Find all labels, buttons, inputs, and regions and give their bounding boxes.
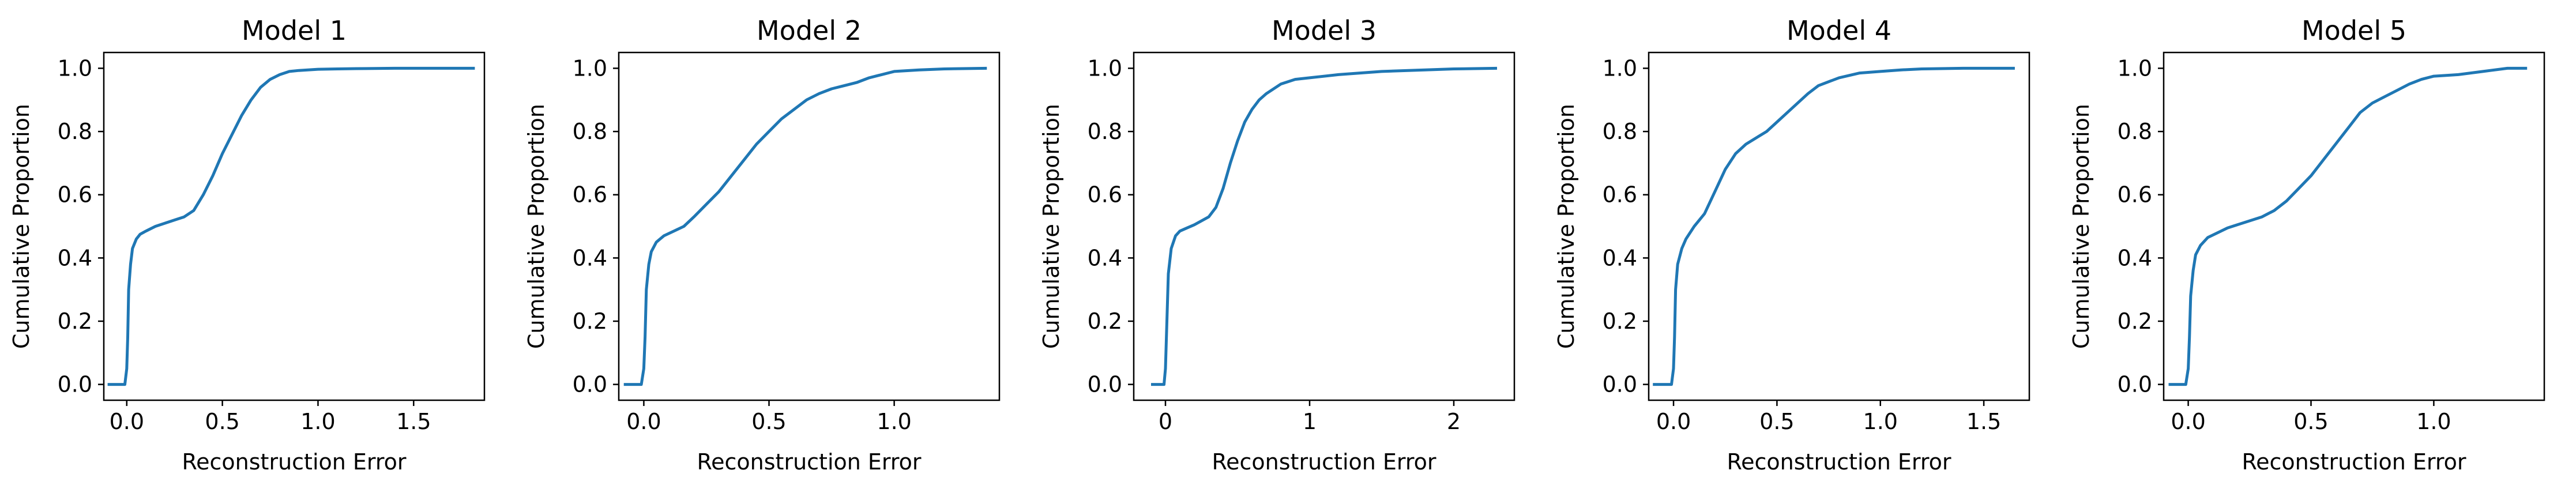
y-tick-label: 0.6 [1088,182,1122,208]
plot-frame [1648,51,2030,401]
y-tick-label: 1.0 [58,55,92,81]
subplot-title: Model 5 [2302,15,2406,46]
x-tick-label: 1.5 [396,409,431,434]
y-tick-label: 0.4 [58,245,92,270]
x-tick-label: 0.5 [205,409,239,434]
x-tick-label: 1 [1303,409,1317,434]
y-tick-label: 1.0 [2118,55,2152,81]
cdf-line [1151,66,1498,386]
y-tick-label: 0.2 [58,309,92,334]
y-tick-label: 0.6 [1603,182,1637,208]
y-tick-label: 0.4 [2118,245,2152,270]
y-tick-label: 0.0 [1603,372,1637,397]
y-tick-label: 0.2 [1088,309,1122,334]
cdf-line [1653,66,2015,386]
subplot-2: Model 2 0.0 0.5 1.0 0.0 0.2 0.4 0.6 0.8 1.0 Recons… [524,15,1001,475]
x-tick-label: 1.0 [1863,409,1898,434]
y-tick-label: 0.2 [2118,309,2152,334]
x-tick-label: 0 [1159,409,1172,434]
x-axis-label: Reconstruction Error [1727,449,1951,475]
x-axis-label: Reconstruction Error [697,449,921,475]
y-tick-label: 0.6 [2118,182,2152,208]
x-axis-label: Reconstruction Error [2242,449,2466,475]
y-tick-label: 0.8 [573,119,607,144]
subplot-5: Model 5 0.0 0.5 1.0 0.0 0.2 0.4 0.6 0.8 1.0 Recons… [2069,15,2545,475]
x-tick-label: 0.0 [626,409,661,434]
y-tick-label: 1.0 [1603,55,1637,81]
y-tick-label: 0.0 [2118,372,2152,397]
y-tick-label: 0.8 [1603,119,1637,144]
plot-frame [618,51,1001,401]
y-tick-label: 1.0 [573,55,607,81]
cdf-line [2168,66,2528,386]
x-tick-label: 0.5 [2293,409,2328,434]
plot-frame [2163,51,2545,401]
y-tick-label: 1.0 [1088,55,1122,81]
x-tick-label: 1.0 [2416,409,2451,434]
y-tick-label: 0.8 [2118,119,2152,144]
x-tick-label: 1.5 [1966,409,2001,434]
subplot-title: Model 3 [1272,15,1377,46]
x-tick-label: 0.5 [751,409,786,434]
y-tick-label: 0.2 [573,309,607,334]
x-tick-label: 0.0 [1656,409,1691,434]
y-tick-label: 0.4 [1088,245,1122,270]
y-tick-label: 0.2 [1603,309,1637,334]
cdf-line [107,66,475,386]
y-tick-label: 0.6 [58,182,92,208]
y-tick-label: 0.4 [573,245,607,270]
cdf-line [623,66,987,386]
x-tick-label: 0.0 [110,409,144,434]
subplot-1: Model 1 0.0 0.5 1.0 1.5 0.0 0.2 0.4 0.6 0.8 1.0 Rec… [9,15,486,475]
subplot-3: Model 3 0 1 2 0.0 0.2 0.4 0.6 0.8 1.0 Reconstructi… [1039,15,1515,475]
y-tick-label: 0.0 [573,372,607,397]
x-tick-label: 0.0 [2171,409,2205,434]
x-tick-label: 0.5 [1759,409,1794,434]
x-axis-label: Reconstruction Error [1212,449,1436,475]
subplot-title: Model 2 [757,15,862,46]
subplot-title: Model 1 [242,15,347,46]
subplot-4: Model 4 0.0 0.5 1.0 1.5 0.0 0.2 0.4 0.6 0.8 1.0 Rec… [1554,15,2030,475]
y-axis-label: Cumulative Proportion [1554,104,1579,349]
y-tick-label: 0.8 [1088,119,1122,144]
x-tick-label: 1.0 [877,409,911,434]
subplot-title: Model 4 [1787,15,1891,46]
y-axis-label: Cumulative Proportion [1039,104,1064,349]
y-axis-label: Cumulative Proportion [2069,104,2094,349]
x-tick-label: 1.0 [300,409,335,434]
plot-frame [103,51,486,401]
y-tick-label: 0.0 [1088,372,1122,397]
y-tick-label: 0.4 [1603,245,1637,270]
x-tick-label: 2 [1447,409,1461,434]
plot-frame [1133,51,1515,401]
y-tick-label: 0.8 [58,119,92,144]
y-axis-label: Cumulative Proportion [9,104,34,349]
x-axis-label: Reconstruction Error [182,449,406,475]
y-tick-label: 0.6 [573,182,607,208]
y-tick-label: 0.0 [58,372,92,397]
y-axis-label: Cumulative Proportion [524,104,549,349]
